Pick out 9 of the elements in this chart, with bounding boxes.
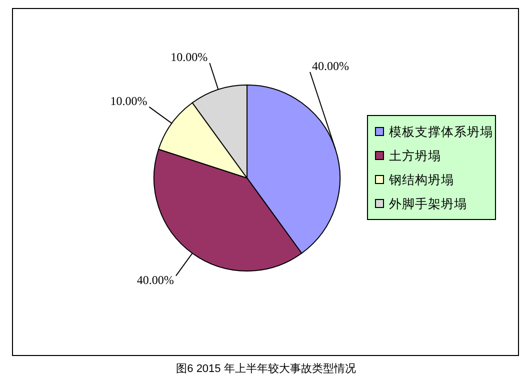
data-label: 10.00% [110,94,148,108]
legend-label: 土方坍塌 [389,148,441,163]
legend-label: 钢结构坍塌 [388,173,454,187]
legend-label: 外脚手架坍塌 [389,197,467,211]
data-label: 40.00% [136,272,174,287]
caption: 图6 2015 年上半年较大事故类型情况 [176,362,356,375]
legend-label: 模板支撑体系坍塌 [389,125,493,139]
data-label: 40.00% [312,59,349,73]
data-label: 10.00% [170,50,208,64]
